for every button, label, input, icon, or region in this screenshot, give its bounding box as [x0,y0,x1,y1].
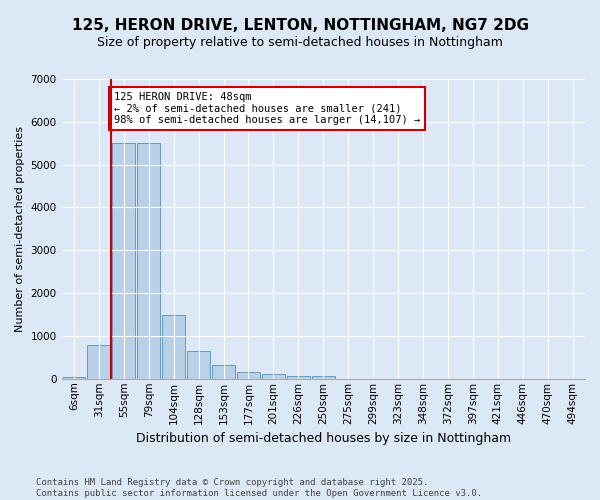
Bar [262,374,285,379]
Bar [112,143,136,379]
Bar [312,376,335,379]
Bar [237,372,260,379]
Text: Size of property relative to semi-detached houses in Nottingham: Size of property relative to semi-detach… [97,36,503,49]
Bar [187,351,210,379]
Bar [162,316,185,379]
Bar [212,366,235,379]
Bar [137,143,160,379]
Y-axis label: Number of semi-detached properties: Number of semi-detached properties [15,126,25,332]
X-axis label: Distribution of semi-detached houses by size in Nottingham: Distribution of semi-detached houses by … [136,432,511,445]
Text: Contains HM Land Registry data © Crown copyright and database right 2025.
Contai: Contains HM Land Registry data © Crown c… [36,478,482,498]
Bar [287,376,310,379]
Text: 125, HERON DRIVE, LENTON, NOTTINGHAM, NG7 2DG: 125, HERON DRIVE, LENTON, NOTTINGHAM, NG… [71,18,529,32]
Bar [62,376,85,379]
Bar [88,344,110,379]
Text: 125 HERON DRIVE: 48sqm
← 2% of semi-detached houses are smaller (241)
98% of sem: 125 HERON DRIVE: 48sqm ← 2% of semi-deta… [114,92,420,125]
